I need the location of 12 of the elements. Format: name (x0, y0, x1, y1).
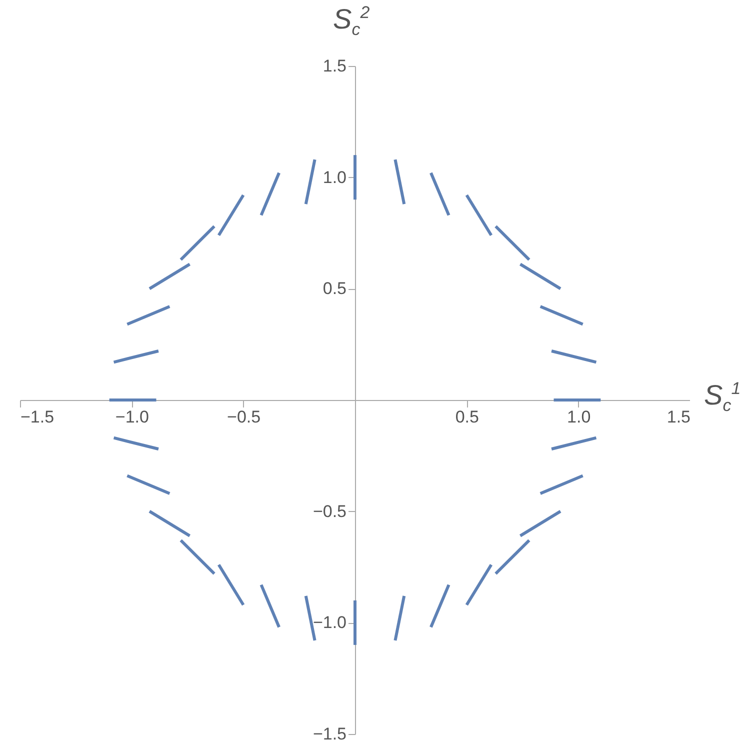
y-tick-label: −1.5 (312, 724, 346, 744)
x-tick-label: −0.5 (227, 408, 261, 426)
y-tick-label: −1.0 (312, 613, 346, 632)
y-tick-label: 0.5 (322, 279, 346, 298)
x-tick-label: 1.0 (567, 408, 591, 426)
x-tick-label: −1.5 (20, 408, 54, 426)
y-tick-label: −0.5 (312, 502, 346, 521)
y-tick-label: 1.5 (322, 56, 346, 76)
x-tick-label: −1.0 (115, 408, 149, 426)
y-tick-label: 1.0 (322, 168, 346, 187)
x-tick-label: 0.5 (455, 408, 479, 426)
x-tick-label: 1.5 (666, 408, 690, 426)
